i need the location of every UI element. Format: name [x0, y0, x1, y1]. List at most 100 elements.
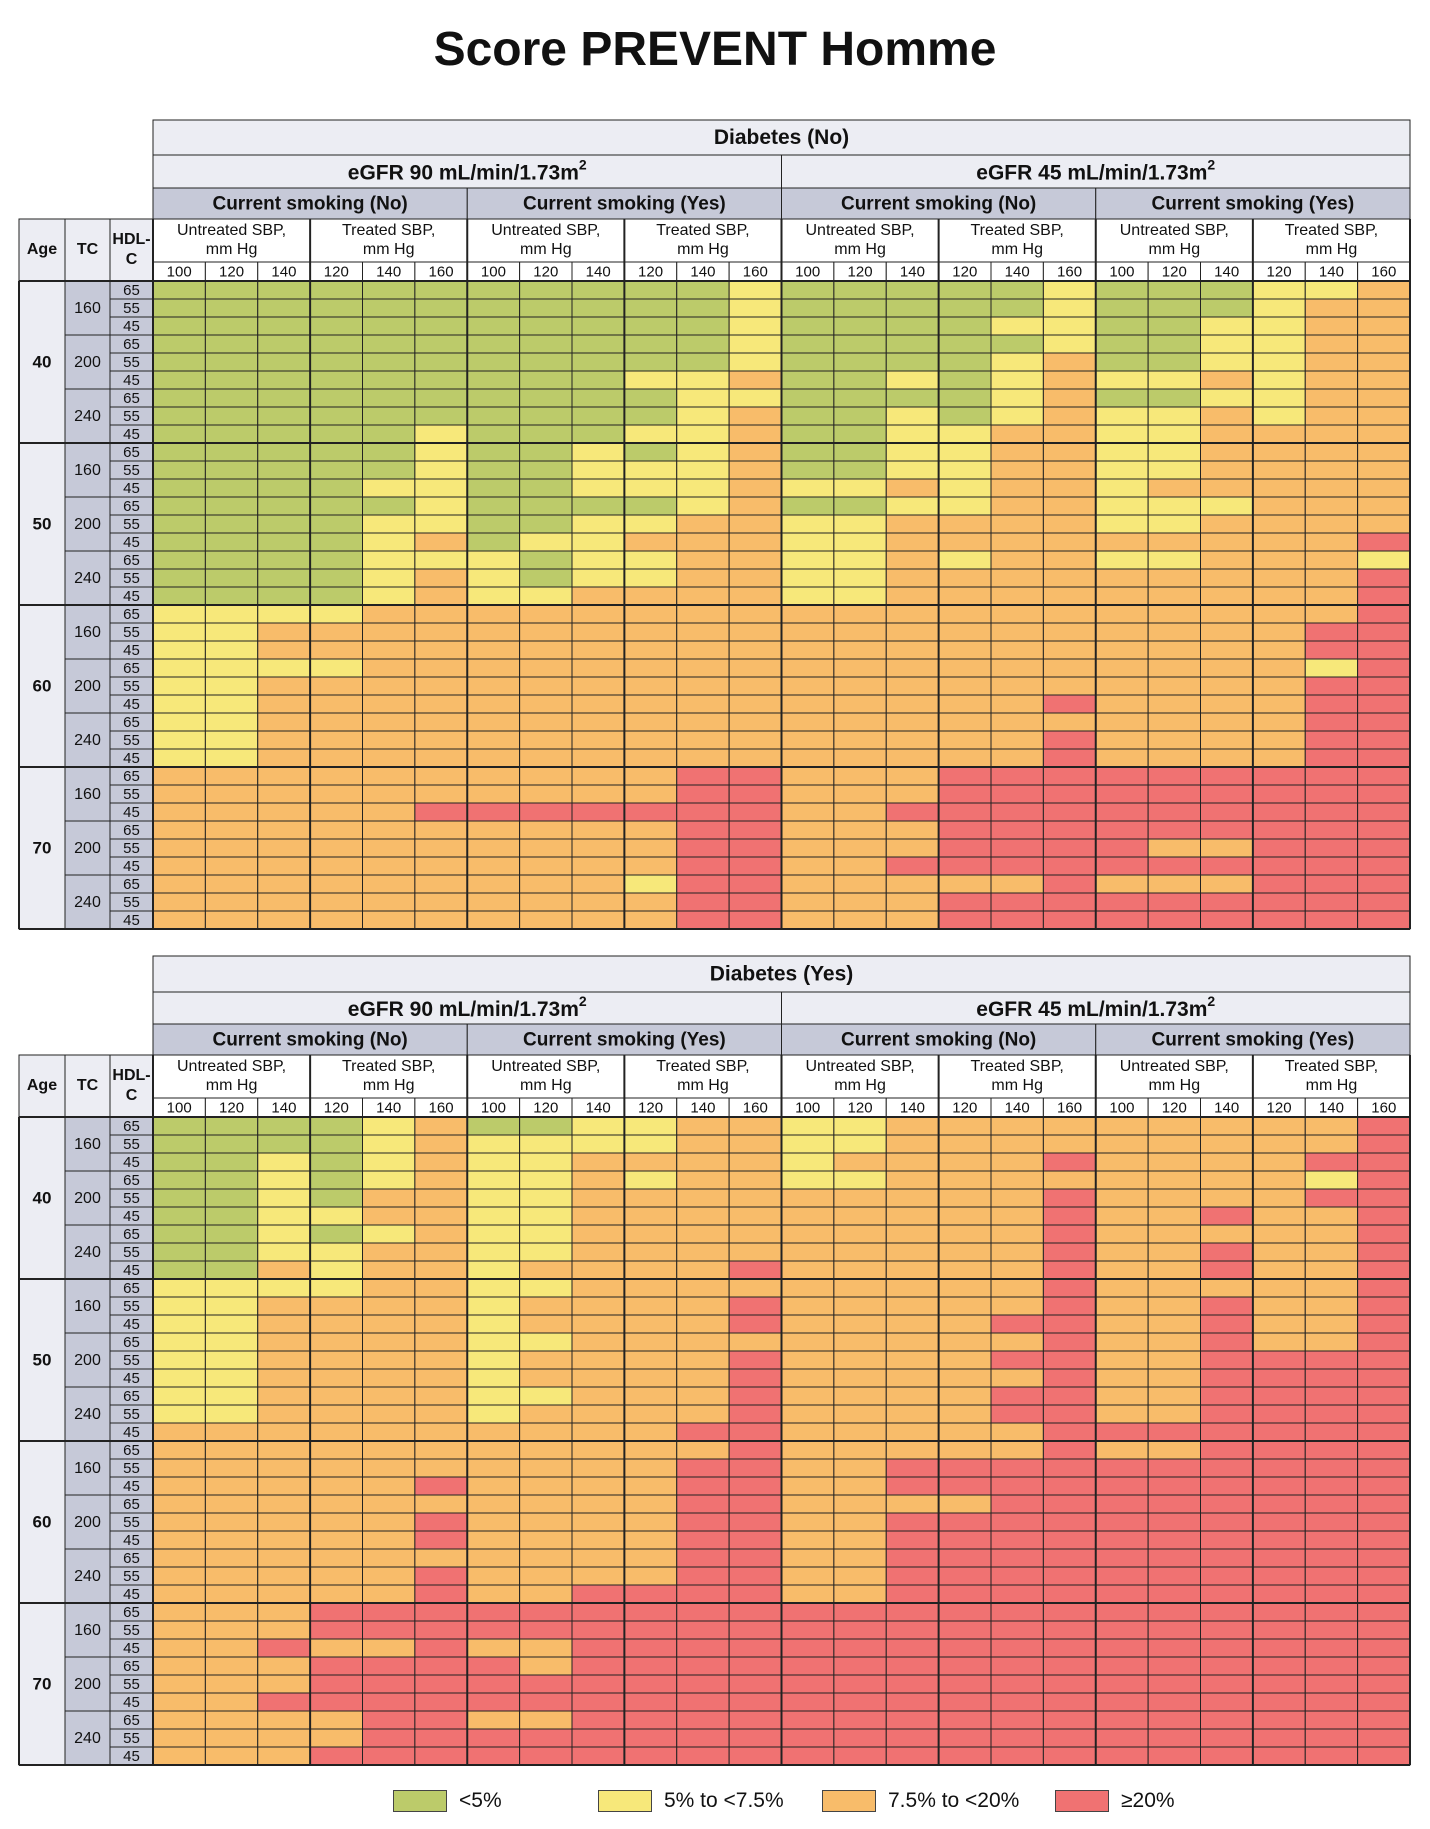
- sbp-value-label: 140: [376, 1099, 401, 1116]
- risk-cell: [309, 298, 363, 318]
- risk-cell: [833, 802, 887, 822]
- risk-cell: [1042, 1638, 1097, 1658]
- hdl-label: 45: [123, 1640, 140, 1657]
- risk-cell: [1357, 1260, 1411, 1280]
- risk-cell: [623, 1170, 678, 1190]
- risk-cell: [519, 730, 573, 750]
- risk-cell: [1252, 1746, 1306, 1766]
- risk-cell: [309, 1548, 363, 1568]
- risk-cell: [1042, 1692, 1097, 1712]
- hdl-label: 55: [123, 516, 140, 533]
- risk-cell: [466, 1710, 521, 1730]
- risk-cell: [1200, 802, 1254, 822]
- risk-cell: [466, 1116, 521, 1136]
- risk-cell: [466, 1548, 521, 1568]
- risk-cell: [1095, 442, 1149, 462]
- risk-cell: [466, 1134, 521, 1154]
- smoking-header: Current smoking (No): [841, 1030, 1036, 1051]
- risk-cell: [257, 334, 311, 354]
- risk-cell: [1095, 892, 1149, 912]
- risk-cell: [1147, 514, 1201, 534]
- risk-cell: [1095, 676, 1149, 696]
- risk-cell: [833, 496, 887, 516]
- risk-cell: [885, 874, 940, 894]
- risk-cell: [519, 406, 573, 426]
- risk-cell: [676, 1728, 730, 1748]
- risk-cell: [1147, 532, 1201, 552]
- hdl-label: 55: [123, 1568, 140, 1585]
- risk-cell: [1304, 370, 1359, 390]
- risk-cell: [257, 1242, 311, 1262]
- risk-cell: [781, 1368, 835, 1388]
- sbp-value-label: 140: [900, 1099, 925, 1116]
- risk-cell: [938, 1422, 992, 1442]
- risk-cell: [676, 1674, 730, 1694]
- risk-cell: [1357, 550, 1411, 570]
- risk-cell: [466, 316, 521, 336]
- tc-label: 200: [74, 840, 101, 857]
- risk-cell: [833, 1404, 887, 1424]
- egfr-header-cell: [152, 991, 782, 1025]
- risk-cell: [1042, 280, 1097, 300]
- risk-cell: [1095, 352, 1149, 372]
- risk-cell: [728, 730, 782, 750]
- hdl-header-cell: [109, 218, 154, 282]
- sbp-header-line2: mm Hg: [1149, 241, 1201, 258]
- risk-cell: [885, 1602, 940, 1622]
- risk-cell: [623, 334, 678, 354]
- risk-cell: [728, 1368, 782, 1388]
- risk-cell: [676, 1278, 730, 1298]
- risk-cell: [1147, 280, 1201, 300]
- risk-cell: [362, 856, 416, 876]
- risk-cell: [728, 370, 782, 390]
- risk-cell: [728, 1458, 782, 1478]
- risk-cell: [728, 352, 782, 372]
- sbp-header-line1: Untreated SBP,: [177, 1058, 286, 1075]
- smoking-header: Current smoking (Yes): [1152, 1030, 1355, 1051]
- risk-cell: [990, 388, 1044, 408]
- risk-cell: [833, 838, 887, 858]
- risk-cell: [990, 1530, 1044, 1550]
- risk-cell: [519, 694, 573, 714]
- sbp-value-label: 160: [1371, 263, 1396, 280]
- tc-label: 200: [74, 1514, 101, 1531]
- risk-cell: [362, 802, 416, 822]
- risk-cell: [152, 856, 206, 876]
- risk-cell: [781, 316, 835, 336]
- sbp-header-line2: mm Hg: [991, 241, 1043, 258]
- risk-cell: [885, 388, 940, 408]
- sbp-value-label: 100: [167, 1099, 192, 1116]
- risk-cell: [1095, 1746, 1149, 1766]
- risk-cell: [623, 1206, 678, 1226]
- tc-label: 160: [74, 624, 101, 641]
- risk-cell: [1357, 1278, 1411, 1298]
- risk-cell: [519, 532, 573, 552]
- risk-cell: [414, 1278, 468, 1298]
- risk-cell: [257, 1512, 311, 1532]
- risk-cell: [623, 1224, 678, 1244]
- risk-cell: [1095, 1116, 1149, 1136]
- age-cell: [18, 1602, 66, 1766]
- sbp-value-label: 140: [1319, 263, 1344, 280]
- risk-cell: [1357, 514, 1411, 534]
- risk-cell: [414, 1674, 468, 1694]
- risk-cell: [833, 532, 887, 552]
- risk-cell: [152, 1584, 206, 1604]
- risk-cell: [1304, 1584, 1359, 1604]
- risk-cell: [990, 874, 1044, 894]
- risk-cell: [728, 1332, 782, 1352]
- risk-cell: [938, 496, 992, 516]
- risk-cell: [990, 550, 1044, 570]
- risk-cell: [1357, 568, 1411, 588]
- risk-cell: [519, 352, 573, 372]
- risk-cell: [152, 676, 206, 696]
- risk-cell: [519, 712, 573, 732]
- risk-cell: [1252, 532, 1306, 552]
- risk-cell: [571, 316, 625, 336]
- age-label: 40: [33, 352, 52, 371]
- risk-cell: [1304, 316, 1359, 336]
- risk-cell: [1252, 892, 1306, 912]
- risk-cell: [1042, 802, 1097, 822]
- risk-cell: [466, 1296, 521, 1316]
- risk-cell: [885, 550, 940, 570]
